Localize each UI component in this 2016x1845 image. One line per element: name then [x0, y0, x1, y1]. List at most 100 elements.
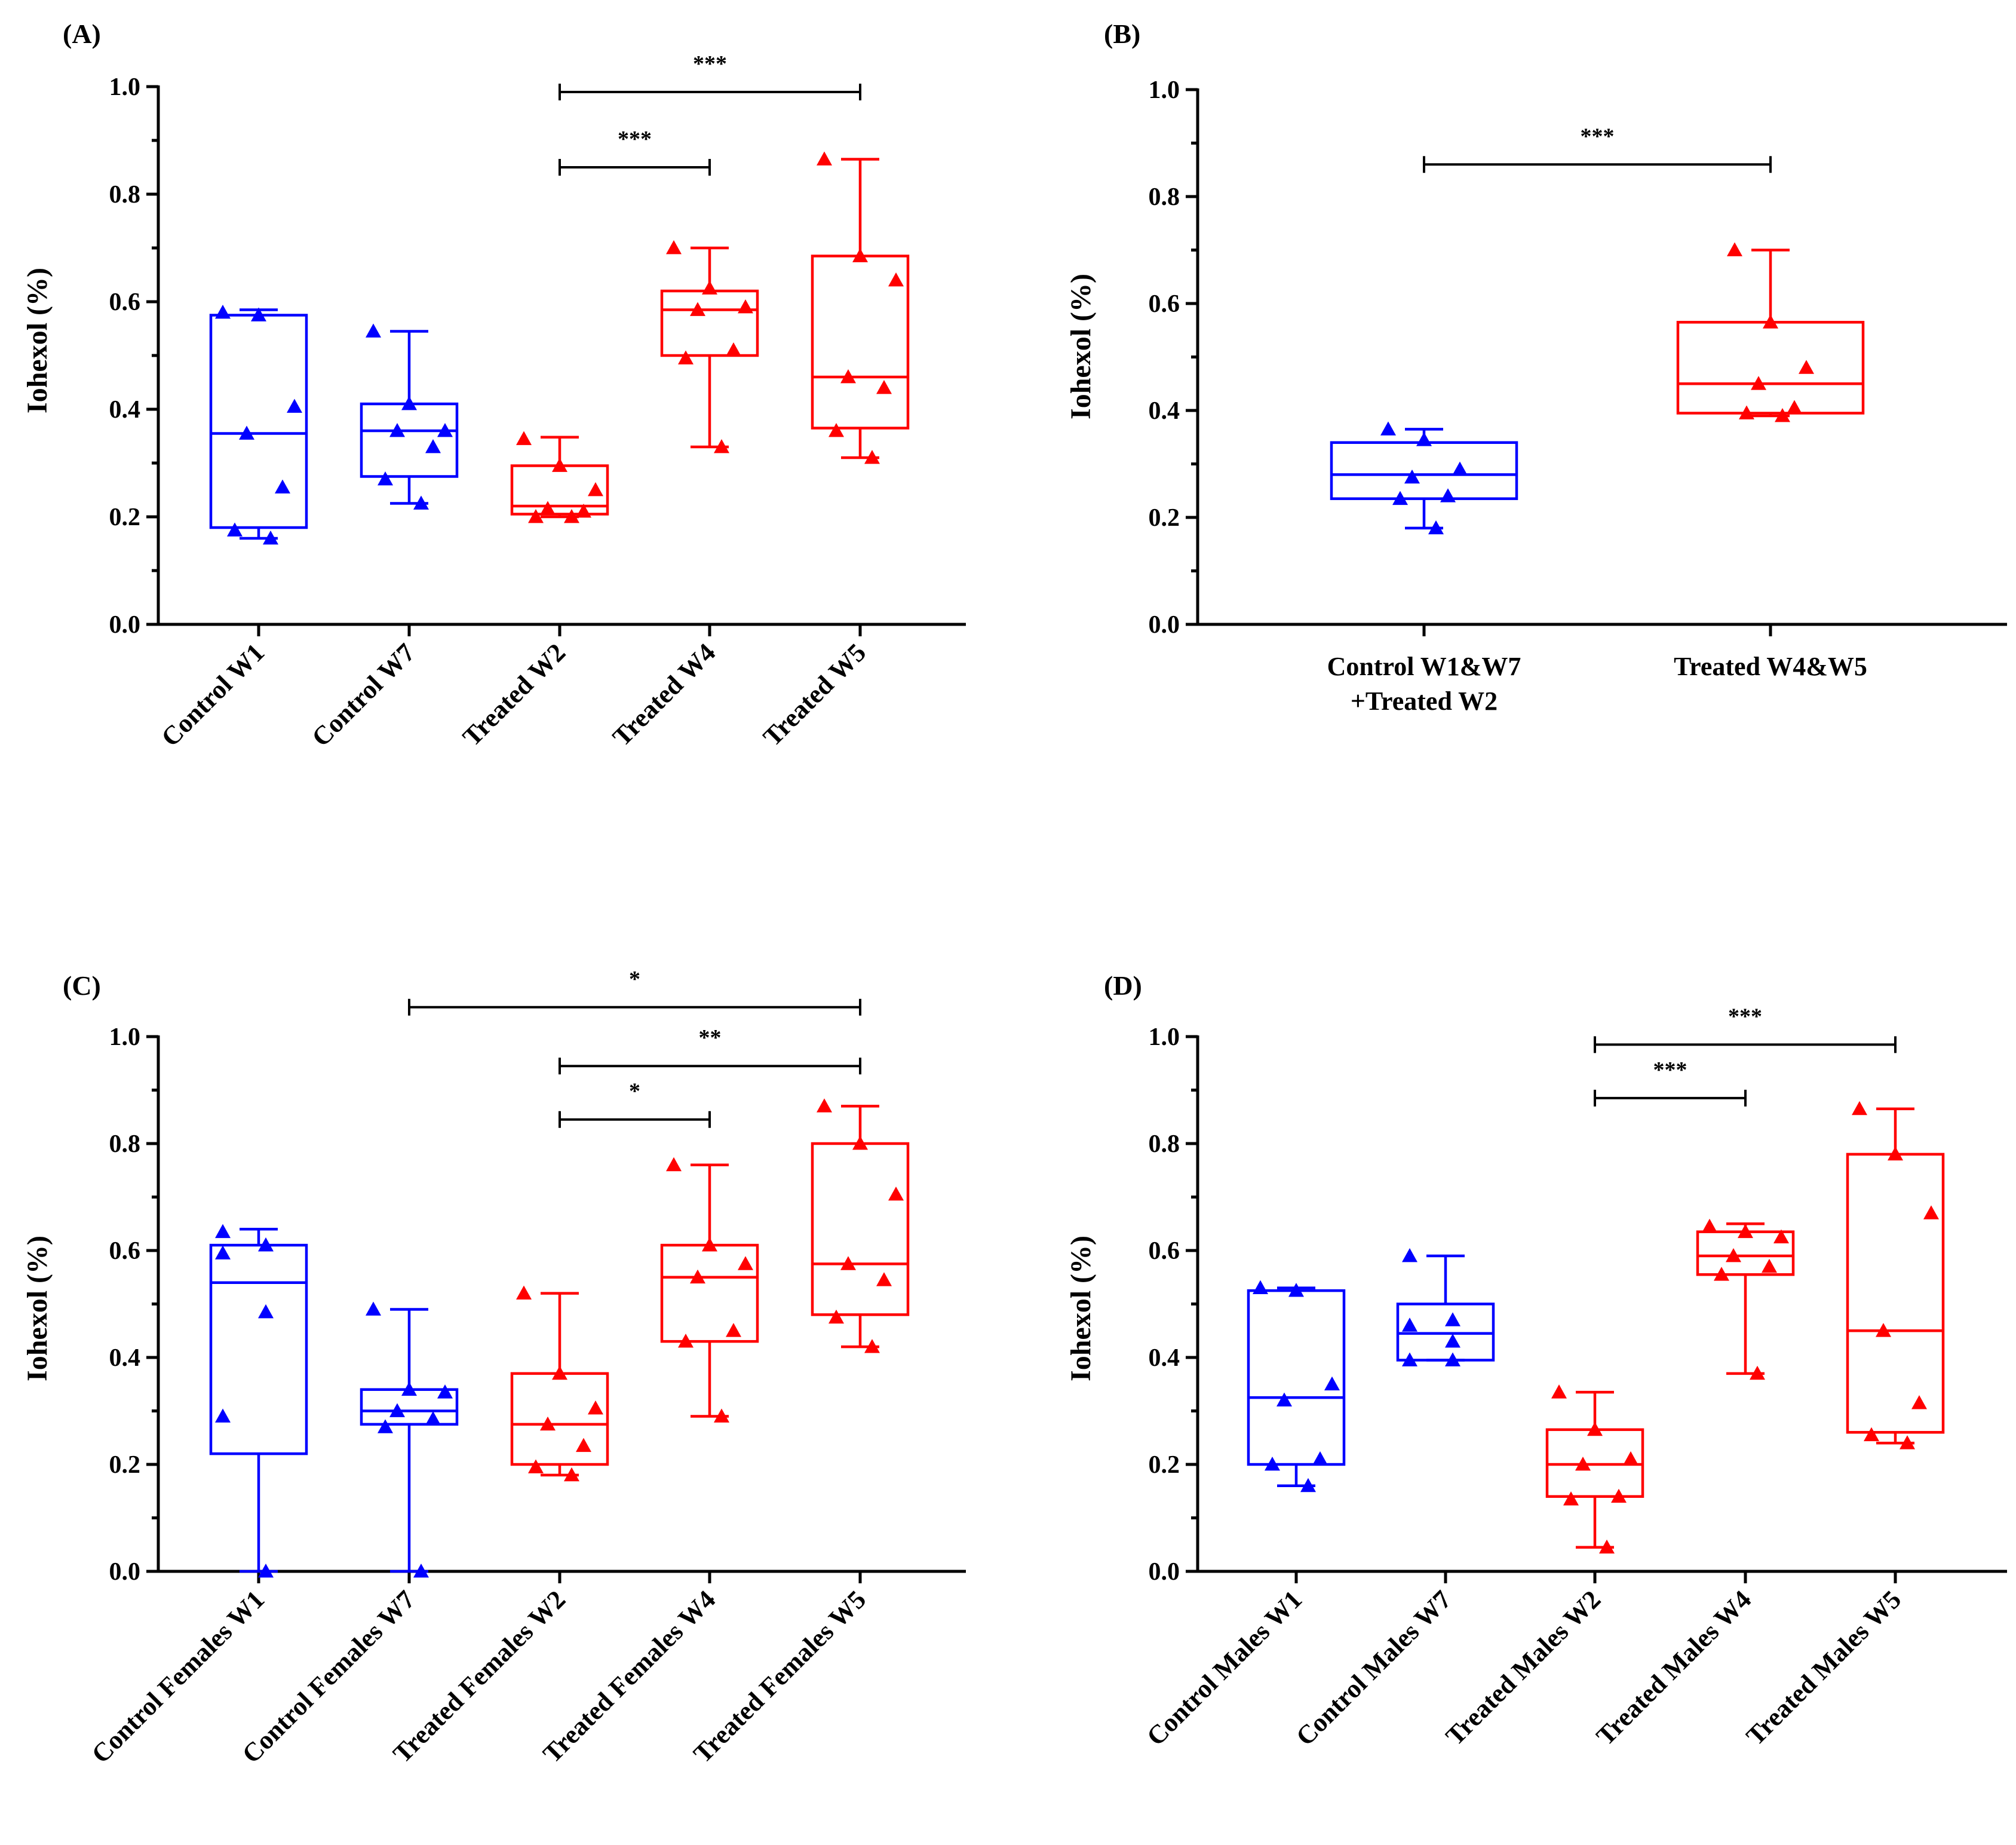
panel-a-data-point — [366, 323, 381, 338]
panel-b-x-tick-label: Treated W4&W5 — [1674, 652, 1867, 681]
panel-d-x-tick-label: Treated Males W4 — [1591, 1585, 1757, 1751]
panel-d-data-point — [1738, 1224, 1753, 1239]
panel-b-y-tick-label: 0.2 — [1149, 504, 1180, 532]
panel-d-box-group — [1545, 1384, 1644, 1554]
panel-d-data-point — [1876, 1323, 1891, 1337]
panel-d-box — [1247, 1289, 1346, 1466]
panel-b-significance-bracket: *** — [1423, 124, 1772, 173]
panel-c-data-point — [413, 1564, 429, 1578]
panel-c-data-point — [378, 1419, 393, 1433]
panel-c-data-point — [425, 1411, 441, 1426]
panel-d-data-point — [1277, 1392, 1292, 1406]
panel-b-data-point — [1440, 488, 1456, 502]
panel-a-box — [209, 314, 308, 529]
panel-d-x-tick-label: Control Males W1 — [1141, 1585, 1308, 1751]
panel-a-data-point — [690, 302, 705, 316]
panel-d-data-point — [1587, 1421, 1603, 1436]
panel-b-box — [1676, 321, 1865, 415]
panel-c-significance-bracket: * — [408, 967, 861, 1016]
panel-a-data-point — [275, 479, 290, 494]
panel-d-box-group — [1396, 1248, 1495, 1366]
panel-c: (C) Iohexol (%) 0.0 0.2 0.4 0.6 0.8 1.0 Contro… — [22, 967, 966, 1769]
panel-a-data-point — [576, 504, 591, 518]
panel-c-data-point — [829, 1309, 844, 1324]
panel-a-data-point — [678, 350, 694, 364]
panel-d-significance-bracket: *** — [1594, 1058, 1747, 1107]
panel-a-data-point — [540, 501, 556, 515]
panel-c-significance-label: * — [629, 967, 640, 992]
panel-c-box — [660, 1243, 759, 1343]
panel-a-data-point — [552, 458, 567, 472]
panel-a-data-point — [588, 482, 603, 497]
panel-c-data-point — [437, 1384, 453, 1399]
panel-c-x-tick-label: Treated Females W4 — [537, 1585, 721, 1769]
panel-d-data-point — [1702, 1218, 1717, 1233]
panel-d-data-point — [1265, 1457, 1280, 1471]
panel-b-x-tick-label: +Treated W2 — [1351, 686, 1498, 716]
panel-a-significance-label: *** — [693, 51, 727, 76]
panel-a-data-point — [287, 399, 302, 413]
panel-c-data-point — [876, 1272, 892, 1286]
panel-d-y-tick-label: 0.4 — [1149, 1344, 1180, 1372]
panel-d-y-tick-label: 0.2 — [1149, 1451, 1180, 1479]
panel-a-y-tick-label: 0.0 — [109, 611, 141, 639]
panel-a-data-point — [702, 280, 717, 295]
panel-d-data-point — [1575, 1457, 1591, 1471]
panel-d-data-point — [1402, 1248, 1417, 1262]
panel-d-box-group — [1247, 1280, 1346, 1492]
panel-a-data-point — [888, 272, 904, 287]
panel-c-box — [209, 1243, 308, 1455]
panel-b-y-tick-label: 0.6 — [1149, 290, 1180, 318]
panel-d-data-point — [1911, 1395, 1927, 1409]
panel-a: (A) Iohexol (%) 0.0 0.2 0.4 0.6 0.8 1.0 Contro… — [22, 19, 966, 752]
panel-d-y-tick-label: 1.0 — [1149, 1023, 1180, 1051]
panel-c-data-point — [552, 1365, 567, 1380]
panel-b-data-point — [1751, 376, 1766, 390]
panel-a-y-tick-label: 0.6 — [109, 289, 141, 316]
panel-d-x-tick-label: Treated Males W5 — [1741, 1585, 1907, 1751]
panel-c-data-point — [258, 1564, 274, 1578]
panel-c-box-group — [811, 1098, 910, 1353]
panel-d-significance-label: *** — [1653, 1058, 1687, 1083]
panel-a-x-tick-label: Treated W2 — [457, 638, 571, 752]
panel-c-y-axis-label: Iohexol (%) — [22, 1236, 53, 1381]
panel-a-data-point — [516, 431, 532, 445]
panel-a-data-point — [714, 439, 729, 453]
panel-c-data-point — [258, 1237, 274, 1252]
panel-b-y-tick-label: 0.0 — [1149, 611, 1180, 639]
panel-d-data-point — [1324, 1376, 1340, 1391]
panel-c-data-point — [576, 1438, 591, 1452]
panel-a-x-tick-label: Control W7 — [306, 638, 421, 752]
panel-a-box — [660, 289, 759, 357]
panel-d-data-point — [1773, 1229, 1789, 1244]
panel-c-data-point — [864, 1339, 880, 1353]
panel-a-data-point — [864, 450, 880, 464]
panel-c-significance-label: ** — [699, 1025, 722, 1050]
panel-d: (D) Iohexol (%) 0.0 0.2 0.4 0.6 0.8 1.0 Contro… — [1065, 970, 2007, 1751]
panel-d-data-point — [1563, 1491, 1579, 1506]
panel-c-x-tick-label: Treated Females W5 — [688, 1585, 872, 1769]
panel-c-data-point — [258, 1304, 274, 1319]
panel-a-data-point — [251, 307, 266, 321]
panel-b-data-point — [1799, 360, 1814, 374]
panel-d-data-point — [1445, 1334, 1460, 1348]
panel-d-data-point — [1714, 1267, 1729, 1281]
panel-b-data-point — [1428, 520, 1444, 535]
panel-d-data-point — [1888, 1146, 1903, 1161]
panel-c-significance-label: * — [629, 1079, 640, 1104]
panel-a-box-group — [360, 323, 459, 510]
panel-a-box-group — [209, 305, 308, 545]
panel-c-box — [811, 1142, 910, 1316]
panel-a-data-point — [726, 342, 741, 357]
panel-d-significance-label: *** — [1728, 1004, 1762, 1029]
panel-d-y-tick-label: 0.6 — [1149, 1237, 1180, 1265]
panel-b-data-point — [1775, 407, 1790, 422]
panel-a-box-group — [660, 240, 759, 453]
panel-c-data-point — [690, 1269, 705, 1284]
panel-c-box-group — [510, 1285, 609, 1482]
panel-d-data-point — [1288, 1283, 1304, 1297]
panel-a-y-tick-label: 0.8 — [109, 181, 141, 209]
panel-b-label: (B) — [1104, 19, 1140, 49]
panel-b-data-point — [1787, 400, 1802, 414]
panel-d-data-point — [1923, 1205, 1939, 1219]
